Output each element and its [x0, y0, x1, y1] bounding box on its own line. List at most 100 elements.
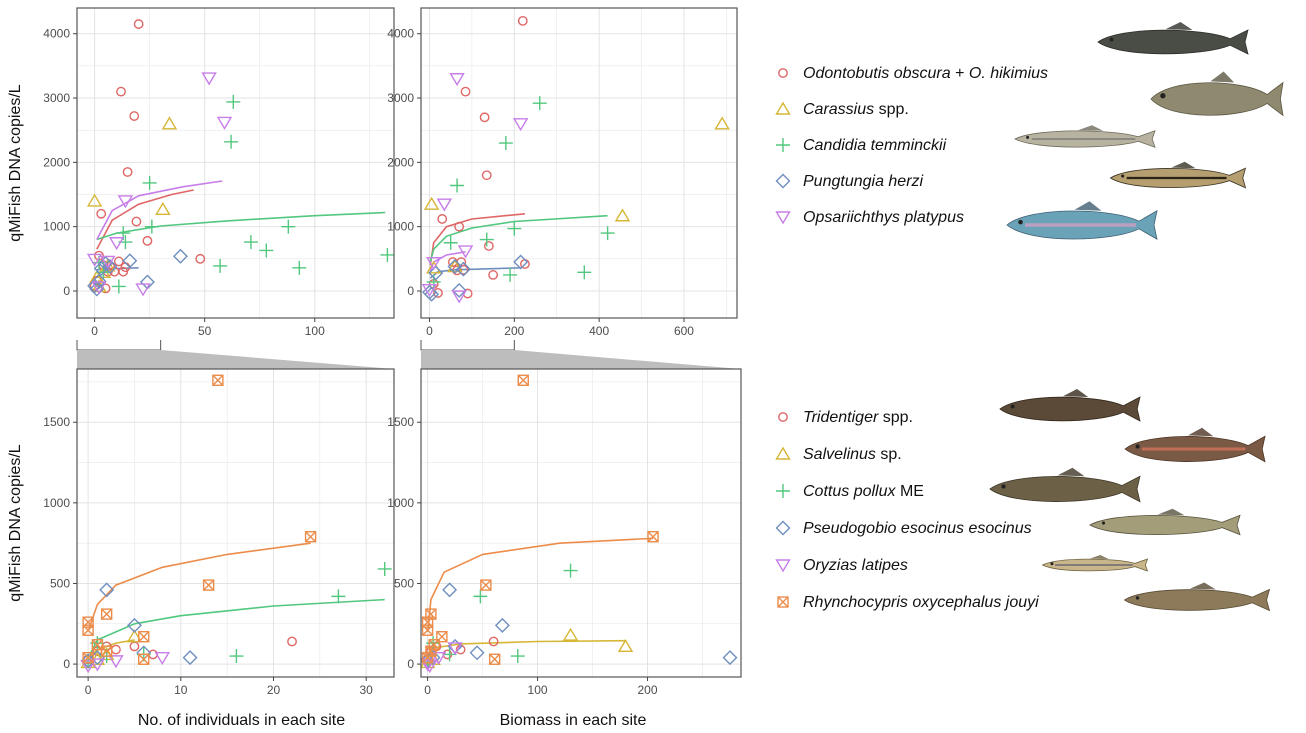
data-point-s5 [135, 283, 151, 297]
x-tick-label: 200 [504, 324, 524, 338]
data-point-s5 [216, 116, 233, 130]
x-tick-label: 10 [174, 683, 188, 697]
legend-top-label: Opsariichthys platypus [803, 209, 964, 226]
fish-illustrations-bottom [989, 389, 1271, 612]
legend-text-segment: Opsariichthys platypus [803, 209, 964, 226]
zoom-wedge [421, 350, 741, 369]
legend-top-label: Odontobutis obscura + O. hikimius [803, 65, 1048, 82]
data-point-s2 [91, 279, 107, 293]
data-point-s4 [182, 650, 198, 666]
crucian-carp-icon [1150, 71, 1284, 117]
data-point-s3 [450, 178, 465, 193]
data-point-s2 [617, 638, 634, 653]
legend-bottom-marker [776, 484, 790, 498]
legend-bottom-item-s1: Tridentiger spp. [778, 409, 913, 426]
x-axis-title: No. of individuals in each site [138, 712, 345, 729]
legend-text-segment: sp. [876, 446, 902, 463]
data-point-s3 [600, 226, 615, 241]
data-point-s3 [577, 265, 592, 280]
zoom-bracket [420, 340, 515, 351]
gudgeon-icon [1089, 508, 1241, 536]
legend-top-item-s3: Candidia temminckii [776, 137, 947, 154]
data-point-s6 [100, 645, 113, 657]
legend-text-segment: ME [896, 483, 924, 500]
legend-bottom-label: Oryzias latipes [803, 557, 908, 574]
zoom-bracket [76, 340, 162, 351]
fit-curve-s6 [427, 537, 654, 632]
data-point-s5 [436, 198, 453, 212]
data-point-s3 [377, 561, 392, 576]
data-point-s2 [614, 208, 631, 222]
data-point-s4 [447, 259, 463, 275]
y-tick-label: 2000 [43, 155, 70, 169]
y-tick-label: 0 [63, 657, 70, 671]
data-point-s5 [108, 237, 125, 251]
data-point-s4 [428, 265, 444, 281]
minnow-icon [1123, 582, 1271, 612]
y-tick-label: 3000 [43, 91, 70, 105]
data-point-s6 [82, 651, 94, 664]
data-point-s3 [226, 94, 241, 109]
legend-bottom: Tridentiger spp. Salvelinus sp. Cottus pol… [775, 409, 1039, 611]
fit-curve-s3 [89, 598, 385, 655]
x-tick-label: 100 [305, 324, 325, 338]
y-tick-label: 1000 [387, 220, 414, 234]
legend-bottom-marker [775, 446, 791, 460]
data-point-s5 [447, 642, 463, 656]
data-point-s1 [488, 636, 499, 647]
char-fish-icon [1124, 427, 1266, 463]
data-point-s2 [423, 196, 440, 210]
data-point-s6 [304, 531, 317, 543]
fit-curve-s3 [96, 211, 386, 241]
data-point-s3 [380, 247, 395, 262]
legend-bottom-label: Salvelinus sp. [803, 446, 902, 463]
data-point-s3 [498, 136, 513, 151]
legend-text-segment: Carassius [803, 101, 874, 118]
data-point-s3 [224, 134, 239, 149]
sculpin-icon [989, 467, 1141, 503]
data-point-s3 [442, 647, 457, 662]
data-point-s1 [129, 111, 140, 121]
data-point-s4 [93, 260, 109, 276]
data-point-s6 [138, 630, 150, 643]
data-point-s3 [213, 258, 228, 273]
data-point-s1 [488, 270, 499, 280]
legend-text-segment: + [951, 65, 969, 82]
data-point-s5 [419, 658, 436, 672]
fit-curve-s1 [429, 213, 525, 266]
data-point-s1 [517, 15, 528, 26]
medaka-icon [1041, 555, 1149, 572]
data-point-s4 [513, 254, 529, 270]
legend-text-segment: O. hikimius [969, 65, 1048, 82]
data-point-s5 [457, 245, 474, 259]
data-point-s3 [142, 175, 157, 190]
data-point-s1 [483, 241, 494, 251]
data-point-s5 [100, 255, 116, 269]
x-tick-label: 0 [85, 683, 92, 697]
legend-top: Odontobutis obscura + O. hikimius Carassi… [775, 65, 1048, 226]
legend-top-marker [775, 211, 791, 225]
legend-text-segment: Candidia temminckii [803, 137, 947, 154]
data-point-s3 [507, 221, 522, 236]
data-point-s4 [451, 282, 467, 298]
legend-bottom-item-s5: Oryzias latipes [775, 557, 908, 574]
data-point-s6 [138, 653, 150, 665]
data-point-s1 [131, 216, 142, 227]
data-point-s2 [155, 201, 171, 216]
data-point-s1 [425, 646, 436, 657]
x-tick-label: 0 [426, 324, 433, 338]
legend-top-item-s1: Odontobutis obscura + O. hikimius [778, 65, 1048, 82]
data-point-s5 [80, 660, 96, 674]
data-point-s1 [479, 112, 490, 123]
data-point-s6 [647, 531, 659, 543]
legend-bottom-item-s6: Rhynchocypris oxycephalus jouyi [777, 594, 1039, 611]
legend-text-segment: Pseudogobio esocinus esocinus [803, 520, 1032, 537]
data-point-s6 [421, 651, 434, 664]
data-point-s2 [714, 116, 730, 130]
y-axis-title: qMiFish DNA copies/L [7, 84, 24, 241]
data-point-s3 [443, 235, 458, 250]
data-point-s4 [455, 261, 471, 277]
y-tick-label: 1500 [387, 415, 414, 429]
